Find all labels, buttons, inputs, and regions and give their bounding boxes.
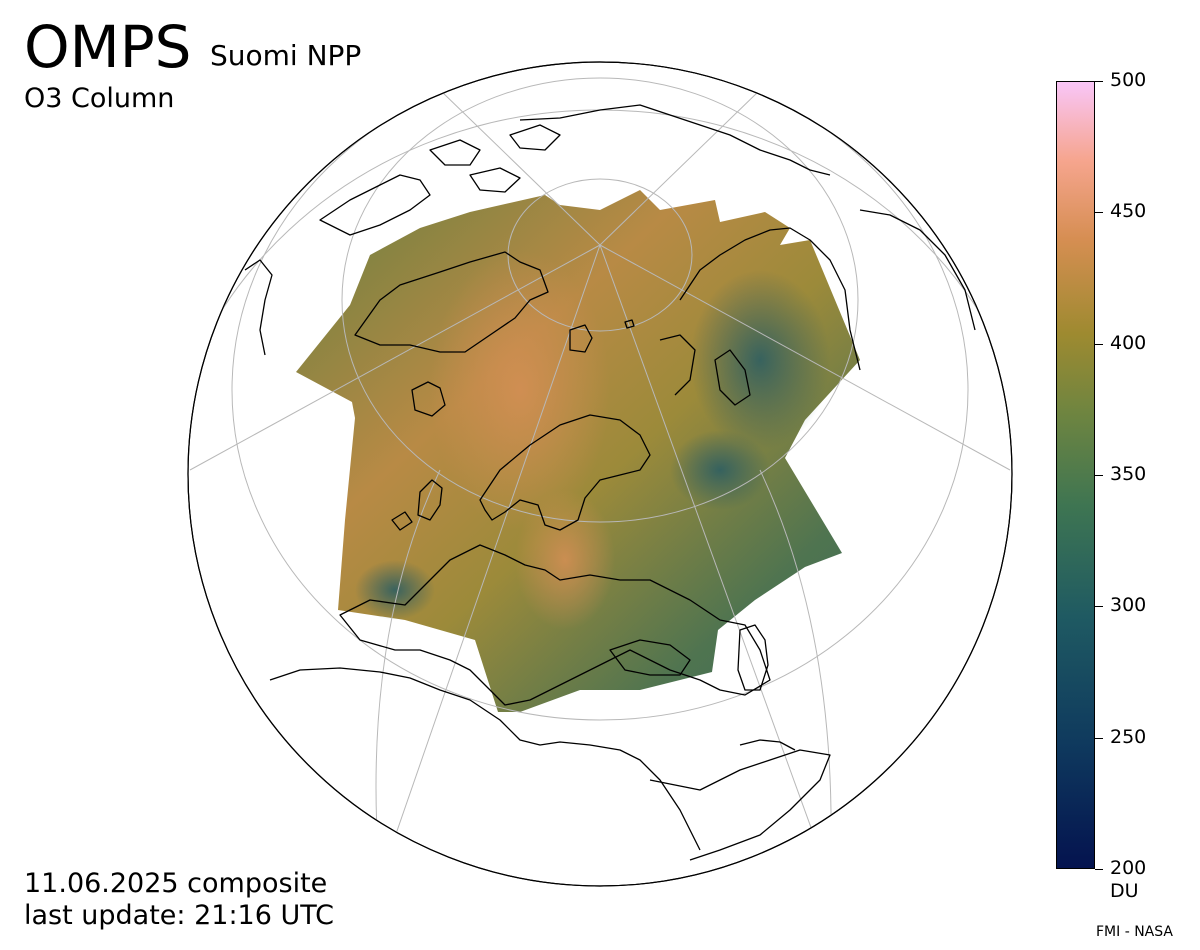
instrument-title: OMPS bbox=[24, 13, 192, 81]
product-label: O3 Column bbox=[24, 83, 175, 114]
colorbar-unit: DU bbox=[1110, 880, 1139, 902]
colorbar-tick-label: 350 bbox=[1110, 463, 1147, 485]
ozone-low-region bbox=[670, 430, 770, 510]
colorbar-tick-label: 300 bbox=[1110, 594, 1147, 616]
ozone-high-region bbox=[515, 490, 615, 630]
colorbar bbox=[1056, 81, 1095, 869]
update-line: last update: 21:16 UTC bbox=[24, 900, 335, 931]
colorbar-tick-mark bbox=[1095, 606, 1103, 607]
coastlines bbox=[244, 104, 976, 861]
colorbar-tick-mark bbox=[1095, 81, 1103, 82]
colorbar-tick-mark bbox=[1095, 212, 1103, 213]
ozone-low-region bbox=[355, 560, 435, 620]
colorbar-tick-label: 400 bbox=[1110, 332, 1147, 354]
colorbar-tick-mark bbox=[1095, 738, 1103, 739]
colorbar-tick-mark bbox=[1095, 344, 1103, 345]
credit-label: FMI - NASA bbox=[1096, 924, 1173, 940]
date-line: 11.06.2025 composite bbox=[24, 868, 328, 899]
colorbar-tick-label: 450 bbox=[1110, 200, 1147, 222]
ozone-low-region bbox=[690, 270, 830, 450]
colorbar-tick-mark bbox=[1095, 869, 1103, 870]
platform-subtitle: Suomi NPP bbox=[210, 39, 362, 72]
colorbar-tick-label: 500 bbox=[1110, 69, 1147, 91]
colorbar-tick-mark bbox=[1095, 475, 1103, 476]
colorbar-tick-label: 200 bbox=[1110, 857, 1147, 879]
colorbar-tick-label: 250 bbox=[1110, 726, 1147, 748]
ozone-high-region bbox=[430, 250, 610, 530]
